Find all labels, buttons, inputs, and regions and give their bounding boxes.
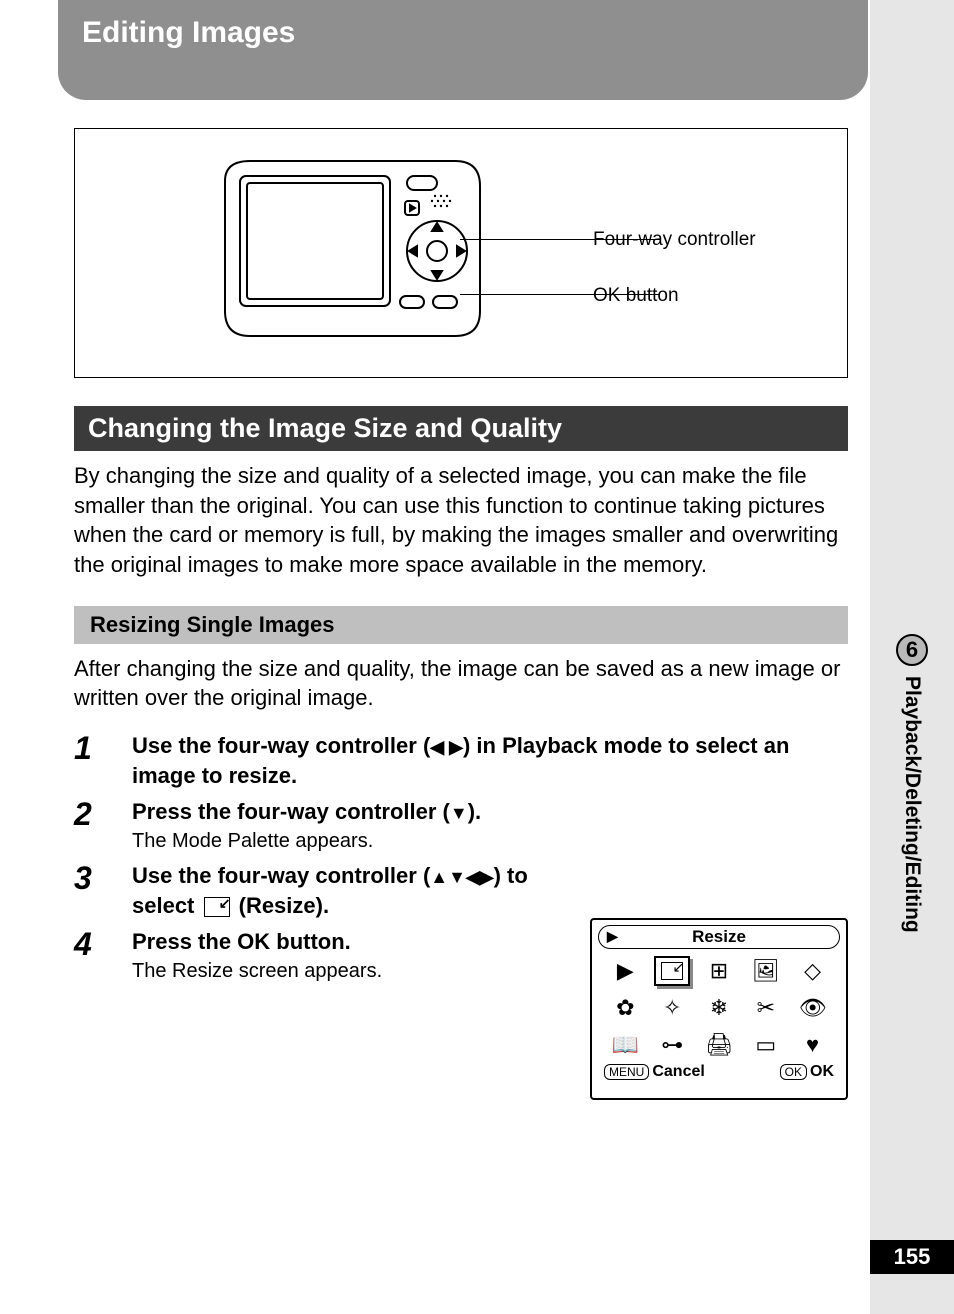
step-title: Press the four-way controller (▼). bbox=[132, 797, 848, 827]
section-body: By changing the size and quality of a se… bbox=[74, 461, 848, 580]
palette-cancel: MENUCancel bbox=[604, 1063, 705, 1081]
manual-page: Editing Images bbox=[0, 0, 870, 1314]
palette-icon: 🖼 bbox=[748, 956, 784, 986]
callout-fourway: Four-way controller bbox=[593, 229, 756, 251]
step-2: 2 Press the four-way controller (▼). The… bbox=[74, 797, 848, 856]
arrow-all-icon: ▲▼◀▶ bbox=[430, 865, 493, 889]
step-number: 3 bbox=[74, 861, 114, 920]
step-number: 1 bbox=[74, 731, 114, 790]
step-number: 2 bbox=[74, 797, 114, 856]
page-title: Editing Images bbox=[82, 16, 295, 49]
step-title: Use the four-way controller (▲▼◀▶) to se… bbox=[132, 861, 564, 920]
palette-icon: ⊶ bbox=[654, 1030, 690, 1060]
palette-footer: MENUCancel OKOK bbox=[592, 1063, 846, 1085]
chapter-number-badge: 6 bbox=[896, 634, 928, 666]
palette-header: ▶ Resize bbox=[598, 925, 840, 949]
arrow-down-icon: ▼ bbox=[450, 801, 468, 825]
palette-icon: ◇ bbox=[795, 956, 831, 986]
palette-icon: 📖 bbox=[607, 1030, 643, 1060]
resize-icon bbox=[204, 897, 230, 917]
side-tab: 6 Playback/Deleting/Editing bbox=[870, 634, 954, 956]
play-icon: ▶ bbox=[607, 928, 618, 945]
step-3: 3 Use the four-way controller (▲▼◀▶) to … bbox=[74, 861, 564, 920]
palette-icon: ✂ bbox=[748, 993, 784, 1023]
camera-illustration bbox=[205, 141, 505, 366]
palette-icon: ⊞ bbox=[701, 956, 737, 986]
arrow-keys-icon: ◀ ▶ bbox=[430, 735, 463, 759]
menu-pill-icon: MENU bbox=[604, 1064, 649, 1080]
step-body: Press the OK button. The Resize screen a… bbox=[132, 927, 564, 986]
page-title-tab: Editing Images bbox=[58, 0, 868, 100]
sub-header: Resizing Single Images bbox=[74, 606, 848, 644]
step-1: 1 Use the four-way controller (◀ ▶) in P… bbox=[74, 731, 848, 790]
camera-diagram-box: Four-way controller OK button bbox=[74, 128, 848, 378]
section-title: Changing the Image Size and Quality bbox=[88, 413, 562, 443]
step-body: Use the four-way controller (◀ ▶) in Pla… bbox=[132, 731, 848, 790]
palette-title: Resize bbox=[692, 927, 746, 946]
sub-header-text: Resizing Single Images bbox=[90, 612, 335, 637]
chapter-label: Playback/Deleting/Editing bbox=[900, 676, 924, 956]
step-sub: The Mode Palette appears. bbox=[132, 828, 848, 855]
page-number: 155 bbox=[870, 1240, 954, 1274]
palette-icon: ♥ bbox=[795, 1030, 831, 1060]
palette-icon: ▭ bbox=[748, 1030, 784, 1060]
palette-icon: ✧ bbox=[654, 993, 690, 1023]
step-number: 4 bbox=[74, 927, 114, 986]
step-title: Press the OK button. bbox=[132, 927, 564, 957]
step-body: Press the four-way controller (▼). The M… bbox=[132, 797, 848, 856]
step-title: Use the four-way controller (◀ ▶) in Pla… bbox=[132, 731, 848, 790]
sub-body: After changing the size and quality, the… bbox=[74, 654, 848, 713]
step-4: 4 Press the OK button. The Resize screen… bbox=[74, 927, 564, 986]
mode-palette-screenshot: ▶ Resize ▶ ⊞ 🖼 ◇ ✿ ✧ ❄ ✂ 👁 📖 ⊶ 🖨 ▭ ♥ MENUCancel OKOK bbox=[590, 918, 848, 1100]
step-body: Use the four-way controller (▲▼◀▶) to se… bbox=[132, 861, 564, 920]
step-sub: The Resize screen appears. bbox=[132, 958, 564, 985]
palette-icon: ▶ bbox=[607, 956, 643, 986]
palette-icon: ✿ bbox=[607, 993, 643, 1023]
palette-icon: 🖨 bbox=[701, 1030, 737, 1060]
palette-ok: OKOK bbox=[780, 1063, 834, 1081]
palette-icon: ❄ bbox=[701, 993, 737, 1023]
callout-okbutton: OK button bbox=[593, 285, 679, 307]
palette-grid: ▶ ⊞ 🖼 ◇ ✿ ✧ ❄ ✂ 👁 📖 ⊶ 🖨 ▭ ♥ bbox=[592, 953, 846, 1063]
palette-icon: 👁 bbox=[795, 993, 831, 1023]
section-header: Changing the Image Size and Quality bbox=[74, 406, 848, 451]
palette-icon bbox=[654, 956, 690, 986]
ok-pill-icon: OK bbox=[780, 1064, 807, 1080]
